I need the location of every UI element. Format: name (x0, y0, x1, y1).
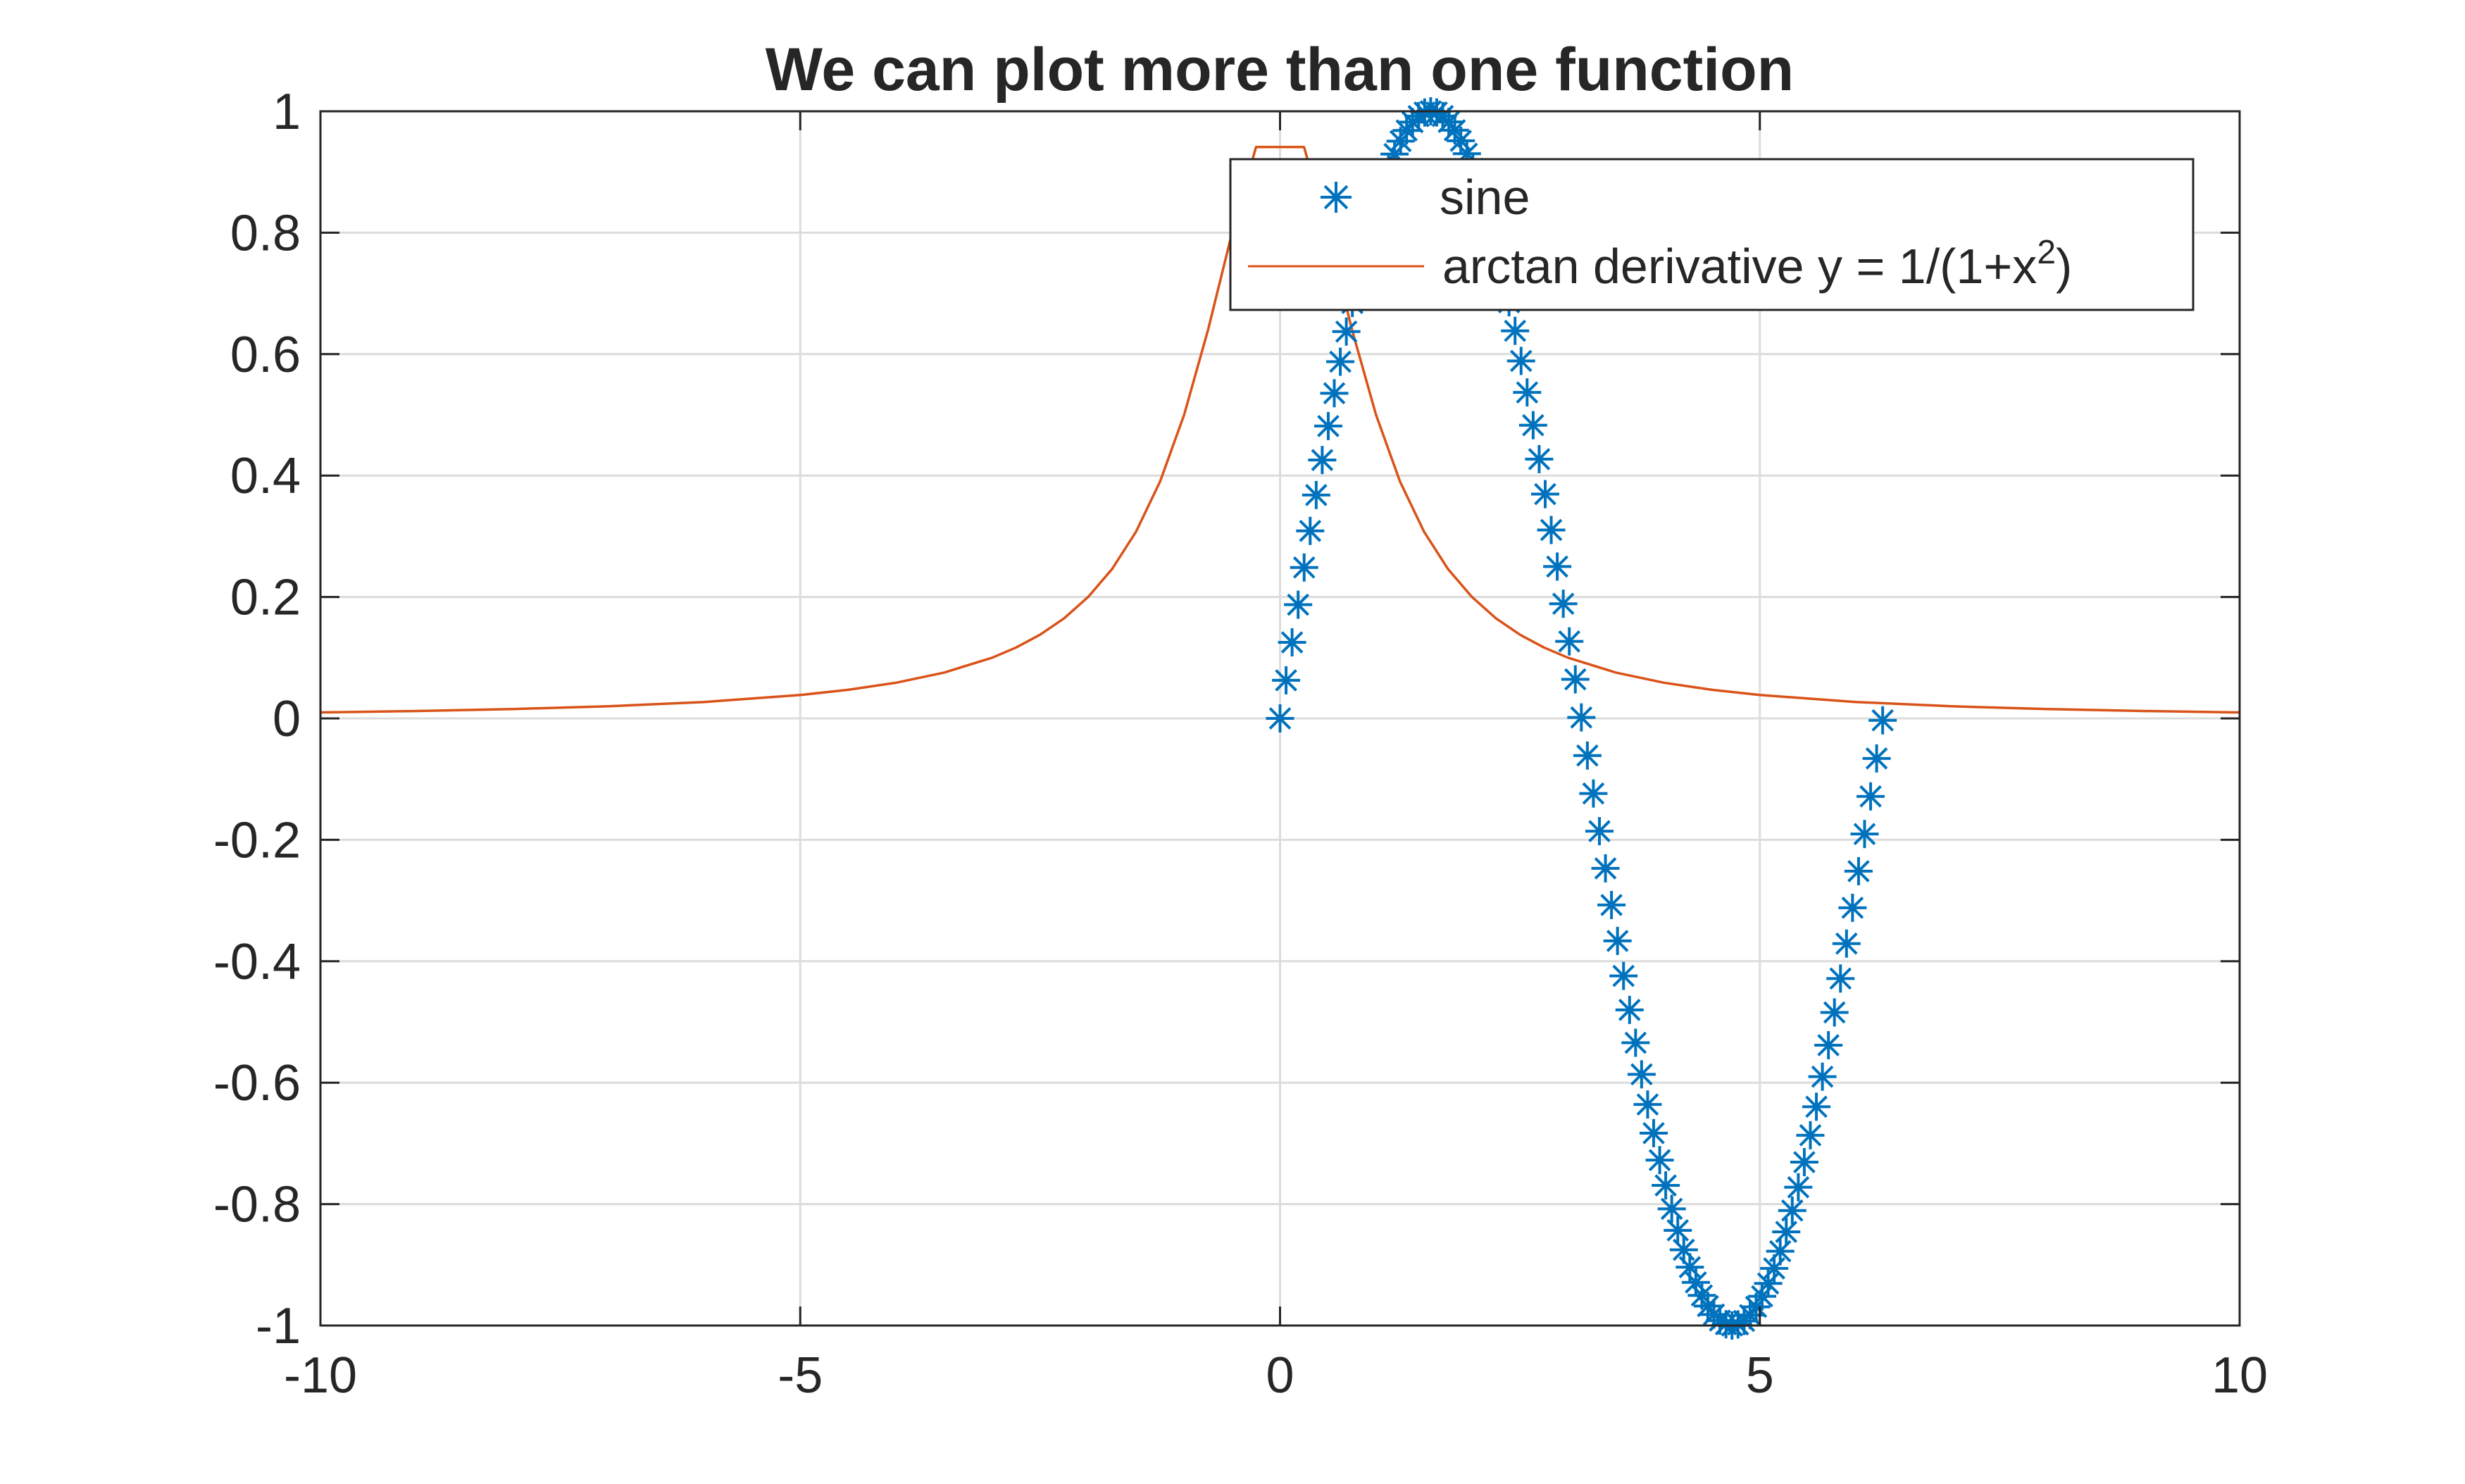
sine-point (1278, 628, 1306, 657)
y-tick-label: -1 (256, 1298, 301, 1354)
legend-box (1229, 158, 2195, 311)
legend-marker-sine (1321, 182, 1352, 213)
sine-point (1266, 704, 1294, 732)
sine-point (1579, 779, 1608, 808)
y-tick-label: -0.4 (213, 934, 301, 990)
sine-point (1796, 1121, 1825, 1149)
sine-point (1862, 744, 1891, 773)
sine-point (1591, 854, 1620, 883)
y-tick-label: 0.6 (230, 327, 301, 383)
y-tick-label: -0.8 (213, 1177, 301, 1233)
sine-point (1820, 998, 1849, 1027)
sine-point (1530, 480, 1559, 509)
sine-point (1284, 590, 1313, 619)
sine-point (1766, 1237, 1795, 1266)
sine-point (1320, 379, 1349, 408)
sine-point (1326, 347, 1355, 376)
sine-point (1868, 706, 1897, 735)
sine-point (1302, 480, 1330, 509)
sine-point (1506, 347, 1535, 375)
sine-point (1561, 665, 1590, 694)
sine-point (1513, 378, 1542, 407)
tick-marks (319, 110, 2241, 1327)
sine-point (1784, 1173, 1813, 1202)
y-tick-label: -0.6 (213, 1055, 301, 1111)
sine-point (1832, 929, 1861, 958)
tick-labels: -10 -5 0 5 10 -1 -0.8 -0.6 -0.4 -0.2 0 0.2 0.4 0.6 0.8… (213, 84, 2268, 1404)
sine-point (1272, 666, 1301, 694)
sine-point (1296, 516, 1325, 545)
x-tick-label: 5 (1746, 1347, 1774, 1404)
y-tick-label: 0.8 (230, 205, 301, 261)
sine-point (1555, 627, 1584, 656)
sine-point (1844, 856, 1873, 885)
sine-point (1308, 446, 1337, 475)
legend-label-arctan-end: ) (2056, 239, 2072, 294)
legend: sine arctan derivative y = 1/(1+x2) (1229, 158, 2195, 311)
sine-point (1585, 817, 1614, 846)
sine-point (1567, 703, 1596, 732)
x-tick-label: -5 (778, 1347, 823, 1404)
sine-point (1290, 553, 1318, 582)
sine-point (1501, 316, 1530, 345)
sine-point (1615, 995, 1644, 1024)
sine-point (1313, 411, 1342, 440)
legend-label-sine: sine (1440, 170, 1530, 225)
sine-point (1549, 590, 1578, 618)
y-tick-label: 0 (273, 691, 301, 747)
sine-point (1633, 1090, 1662, 1119)
sine-point (1657, 1195, 1686, 1223)
sine-point (1808, 1062, 1837, 1091)
sine-point (1640, 1118, 1668, 1147)
sine-point (1778, 1196, 1806, 1225)
sine-point (1609, 961, 1638, 990)
y-tick-label: 0.2 (230, 570, 301, 626)
sine-point (1518, 411, 1547, 439)
chart-title: We can plot more than one function (766, 36, 1794, 104)
sine-point (1838, 893, 1867, 922)
sine-point (1772, 1218, 1801, 1247)
sine-point (1802, 1092, 1831, 1121)
sine-point (1543, 552, 1572, 581)
legend-asterisk (1321, 182, 1352, 213)
y-tick-label: 0.4 (230, 448, 301, 504)
sine-point (1814, 1030, 1843, 1059)
legend-label-arctan-sup: 2 (2037, 234, 2056, 271)
series-arctan-derivative (320, 145, 2240, 714)
sine-point (1664, 1216, 1692, 1245)
sine-point (1621, 1028, 1650, 1057)
legend-label-arctan: arctan derivative y = 1/(1+x2) (1442, 234, 2072, 294)
sine-point (1573, 741, 1602, 770)
y-tick-label: -0.2 (213, 812, 301, 868)
x-tick-label: 10 (2211, 1347, 2268, 1404)
sine-point (1603, 926, 1632, 955)
sine-point (1332, 317, 1361, 346)
sine-point (1826, 964, 1855, 993)
sine-point (1652, 1171, 1680, 1200)
y-tick-label: 1 (273, 84, 301, 140)
sine-point (1856, 782, 1885, 811)
sine-point (1537, 516, 1566, 544)
sine-point (1790, 1148, 1818, 1177)
legend-label-arctan-main: arctan derivative y = 1/(1+x (1442, 239, 2037, 294)
sine-point (1597, 890, 1626, 919)
x-tick-label: 0 (1266, 1347, 1294, 1404)
sine-point (1645, 1146, 1674, 1175)
sine-point (1627, 1060, 1656, 1089)
x-tick-label: -10 (284, 1347, 357, 1404)
sine-point (1525, 444, 1554, 473)
sine-point (1850, 820, 1879, 849)
